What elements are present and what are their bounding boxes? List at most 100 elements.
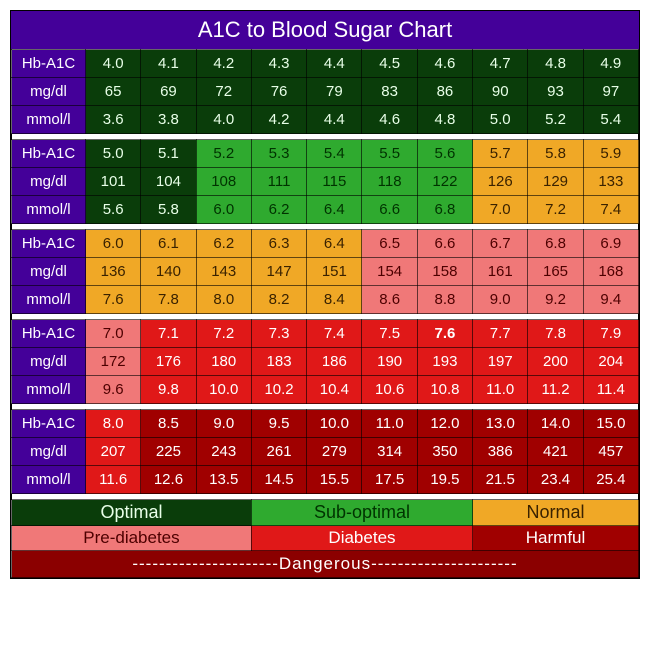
cell: 190 <box>362 348 417 376</box>
row-label-mgdl: mg/dl <box>12 258 86 286</box>
chart-title: A1C to Blood Sugar Chart <box>11 11 639 49</box>
cell: 4.0 <box>196 106 251 134</box>
cell: 11.2 <box>528 376 583 404</box>
cell: 4.2 <box>196 50 251 78</box>
cell: 168 <box>583 258 638 286</box>
cell: 5.8 <box>141 196 196 224</box>
cell: 13.5 <box>196 466 251 494</box>
row-label-mgdl: mg/dl <box>12 438 86 466</box>
cell: 5.6 <box>417 140 472 168</box>
row-label-mgdl: mg/dl <box>12 78 86 106</box>
cell: 4.1 <box>141 50 196 78</box>
cell: 5.0 <box>473 106 528 134</box>
cell: 207 <box>86 438 141 466</box>
cell: 4.3 <box>251 50 306 78</box>
cell: 104 <box>141 168 196 196</box>
cell: 11.4 <box>583 376 638 404</box>
cell: 136 <box>86 258 141 286</box>
cell: 4.7 <box>473 50 528 78</box>
cell: 7.1 <box>141 320 196 348</box>
cell: 129 <box>528 168 583 196</box>
cell: 122 <box>417 168 472 196</box>
row-label-a1c: Hb-A1C <box>12 230 86 258</box>
cell: 143 <box>196 258 251 286</box>
cell: 9.0 <box>196 410 251 438</box>
cell: 6.0 <box>86 230 141 258</box>
cell: 4.9 <box>583 50 638 78</box>
cell: 101 <box>86 168 141 196</box>
cell: 4.8 <box>417 106 472 134</box>
cell: 5.6 <box>86 196 141 224</box>
cell: 9.6 <box>86 376 141 404</box>
cell: 7.2 <box>528 196 583 224</box>
cell: 5.4 <box>583 106 638 134</box>
cell: 7.7 <box>473 320 528 348</box>
cell: 186 <box>307 348 362 376</box>
cell: 197 <box>473 348 528 376</box>
cell: 8.4 <box>307 286 362 314</box>
cell: 421 <box>528 438 583 466</box>
cell: 6.3 <box>251 230 306 258</box>
cell: 6.6 <box>417 230 472 258</box>
cell: 158 <box>417 258 472 286</box>
cell: 5.3 <box>251 140 306 168</box>
cell: 65 <box>86 78 141 106</box>
cell: 165 <box>528 258 583 286</box>
cell: 79 <box>307 78 362 106</box>
cell: 4.8 <box>528 50 583 78</box>
cell: 86 <box>417 78 472 106</box>
cell: 6.8 <box>528 230 583 258</box>
cell: 147 <box>251 258 306 286</box>
cell: 11.0 <box>362 410 417 438</box>
cell: 183 <box>251 348 306 376</box>
cell: 4.2 <box>251 106 306 134</box>
cell: 6.4 <box>307 196 362 224</box>
cell: 3.8 <box>141 106 196 134</box>
cell: 204 <box>583 348 638 376</box>
cell: 69 <box>141 78 196 106</box>
cell: 21.5 <box>473 466 528 494</box>
cell: 4.6 <box>417 50 472 78</box>
cell: 93 <box>528 78 583 106</box>
cell: 6.7 <box>473 230 528 258</box>
cell: 8.0 <box>86 410 141 438</box>
row-label-mgdl: mg/dl <box>12 348 86 376</box>
cell: 115 <box>307 168 362 196</box>
cell: 5.8 <box>528 140 583 168</box>
cell: 7.0 <box>86 320 141 348</box>
cell: 10.2 <box>251 376 306 404</box>
cell: 180 <box>196 348 251 376</box>
cell: 10.0 <box>307 410 362 438</box>
cell: 5.2 <box>528 106 583 134</box>
cell: 11.6 <box>86 466 141 494</box>
cell: 7.8 <box>141 286 196 314</box>
cell: 72 <box>196 78 251 106</box>
cell: 176 <box>141 348 196 376</box>
legend-optimal: Optimal <box>12 500 252 526</box>
cell: 9.8 <box>141 376 196 404</box>
cell: 118 <box>362 168 417 196</box>
cell: 5.9 <box>583 140 638 168</box>
cell: 140 <box>141 258 196 286</box>
cell: 243 <box>196 438 251 466</box>
cell: 76 <box>251 78 306 106</box>
cell: 8.6 <box>362 286 417 314</box>
row-label-mmoll: mmol/l <box>12 286 86 314</box>
cell: 12.0 <box>417 410 472 438</box>
cell: 19.5 <box>417 466 472 494</box>
cell: 5.1 <box>141 140 196 168</box>
cell: 15.0 <box>583 410 638 438</box>
row-label-a1c: Hb-A1C <box>12 320 86 348</box>
cell: 108 <box>196 168 251 196</box>
cell: 6.2 <box>196 230 251 258</box>
cell: 5.7 <box>473 140 528 168</box>
row-label-mmoll: mmol/l <box>12 466 86 494</box>
cell: 9.4 <box>583 286 638 314</box>
cell: 133 <box>583 168 638 196</box>
cell: 225 <box>141 438 196 466</box>
row-label-a1c: Hb-A1C <box>12 50 86 78</box>
cell: 279 <box>307 438 362 466</box>
cell: 6.8 <box>417 196 472 224</box>
cell: 6.6 <box>362 196 417 224</box>
cell: 12.6 <box>141 466 196 494</box>
